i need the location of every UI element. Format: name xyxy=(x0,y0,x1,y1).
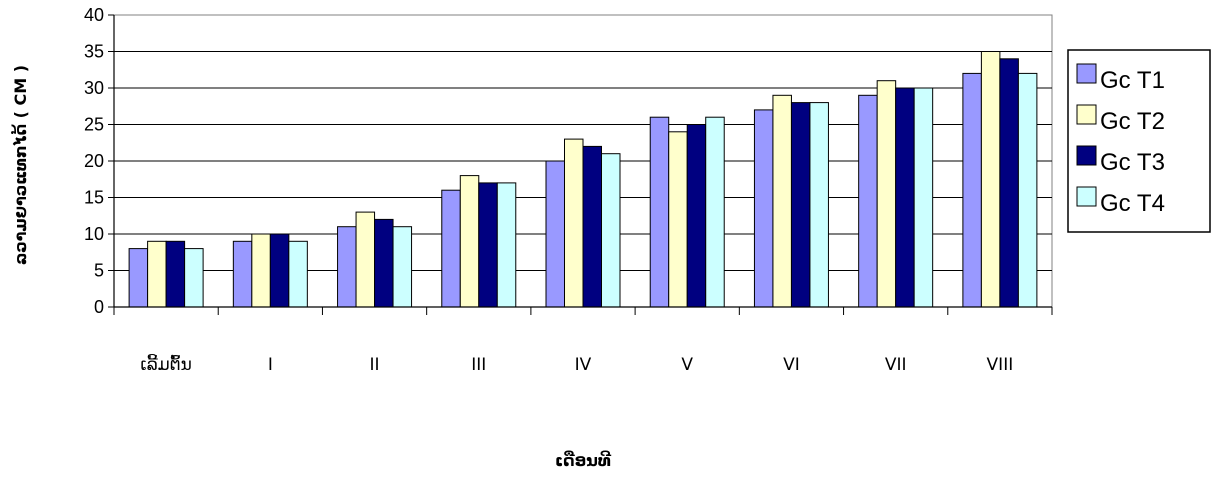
legend: Gc T1 Gc T2 Gc T3 Gc T4 xyxy=(1067,49,1211,233)
bar xyxy=(962,72,982,308)
x-category-label: IV xyxy=(575,355,592,375)
y-tick-label: 40 xyxy=(84,5,104,25)
y-tick-label: 0 xyxy=(94,297,104,317)
x-category-label: VIII xyxy=(987,355,1014,375)
bar xyxy=(478,182,498,308)
bar xyxy=(288,240,308,308)
bar xyxy=(809,102,829,308)
x-category-labels: ເລີ້ມຕົ້ນ I II III IV V VI VII VIII xyxy=(140,353,1013,375)
x-category-label: VII xyxy=(885,355,907,375)
bar xyxy=(128,248,149,308)
bar xyxy=(1017,72,1038,308)
legend-swatch xyxy=(1076,104,1097,125)
bar xyxy=(668,131,688,308)
bar xyxy=(147,240,167,308)
bar xyxy=(980,51,1001,308)
bar xyxy=(496,182,517,308)
bar xyxy=(790,102,811,308)
bar xyxy=(913,87,934,308)
bar xyxy=(374,218,394,308)
x-category-label: VI xyxy=(783,355,800,375)
bar xyxy=(858,94,878,308)
y-tick-label: 15 xyxy=(84,188,104,208)
legend-swatch xyxy=(1076,186,1097,207)
legend-label: Gc T2 xyxy=(1100,108,1165,135)
bar xyxy=(545,160,565,308)
axes xyxy=(108,14,1053,315)
bar xyxy=(355,211,376,308)
bar xyxy=(232,240,253,308)
bars xyxy=(128,51,1038,308)
y-tick-label: 35 xyxy=(84,42,104,62)
bar xyxy=(184,248,204,308)
x-category-label: ເລີ້ມຕົ້ນ xyxy=(140,353,191,375)
bar xyxy=(601,153,621,308)
x-category-label: II xyxy=(370,355,380,375)
legend-label: Gc T1 xyxy=(1100,67,1165,94)
bar xyxy=(441,189,461,308)
bar xyxy=(251,233,271,308)
bar xyxy=(753,109,774,308)
legend-label: Gc T3 xyxy=(1100,149,1165,176)
bar xyxy=(649,116,670,308)
bar xyxy=(999,58,1019,308)
y-tick-label: 5 xyxy=(94,261,104,281)
y-tick-label: 25 xyxy=(84,115,104,135)
bar xyxy=(705,116,725,308)
legend-swatch xyxy=(1076,145,1097,166)
x-category-label: I xyxy=(268,355,273,375)
x-axis-title: ເດືອນທີ xyxy=(555,450,612,470)
legend-label: Gc T4 xyxy=(1100,190,1165,217)
bar xyxy=(459,175,480,308)
x-category-label: III xyxy=(471,355,486,375)
y-tick-label: 20 xyxy=(84,151,104,171)
bar xyxy=(582,145,602,308)
bar xyxy=(564,138,584,308)
y-axis-title: ລວາມຍາວແທກໄດ້ ( CM ) xyxy=(11,65,30,265)
bar xyxy=(337,226,357,308)
y-tick-label: 30 xyxy=(84,78,104,98)
x-category-label: V xyxy=(681,355,693,375)
bar xyxy=(269,233,290,308)
bar xyxy=(876,80,897,308)
legend-swatch xyxy=(1076,63,1097,84)
y-tick-labels: 0 5 10 15 20 25 30 35 40 xyxy=(84,5,104,317)
bar xyxy=(165,240,186,308)
bar xyxy=(895,87,915,308)
bar xyxy=(686,124,707,308)
bar xyxy=(392,226,413,308)
bar xyxy=(772,94,792,308)
y-tick-label: 10 xyxy=(84,224,104,244)
